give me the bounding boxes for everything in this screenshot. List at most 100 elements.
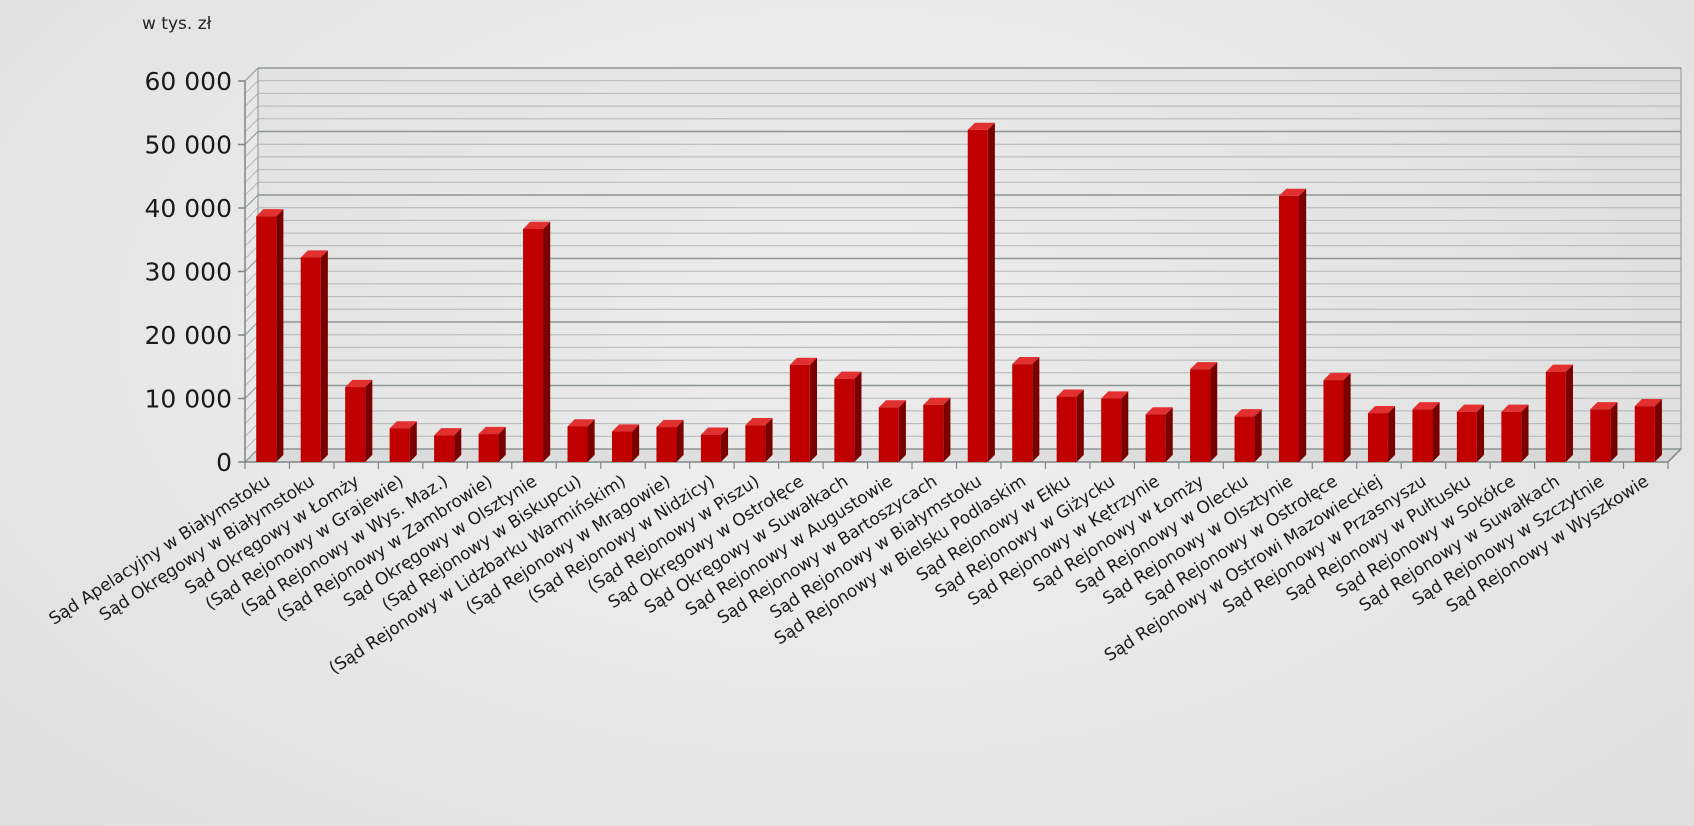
bar xyxy=(389,421,417,462)
bar xyxy=(256,209,284,462)
bar-front xyxy=(1545,371,1566,462)
bar-front xyxy=(1634,406,1655,462)
bar-front xyxy=(1056,396,1077,462)
side-gridline xyxy=(244,194,259,209)
bar-side xyxy=(987,122,995,463)
bar-front xyxy=(1501,411,1522,462)
y-tick-label: 0 xyxy=(216,448,232,477)
bar-side xyxy=(276,209,284,462)
bar-side xyxy=(1299,188,1307,462)
bar-side xyxy=(1610,402,1618,462)
bar-front xyxy=(1590,409,1611,462)
bar-side xyxy=(365,379,373,462)
side-gridline xyxy=(244,296,259,310)
bar-side xyxy=(1165,407,1173,462)
bar xyxy=(523,221,551,462)
bar-side xyxy=(1654,398,1662,462)
bar-front xyxy=(611,431,632,462)
y-tick-label: 50 000 xyxy=(145,131,232,160)
bar xyxy=(300,250,328,462)
bar-front xyxy=(478,434,499,462)
bar xyxy=(656,419,684,462)
bar xyxy=(1456,404,1485,462)
x-axis-depth-edge xyxy=(1667,448,1682,463)
bar xyxy=(834,371,862,462)
bar xyxy=(967,122,995,463)
bar xyxy=(478,426,506,462)
bar-top xyxy=(611,424,640,432)
bar-top xyxy=(878,400,906,408)
bar-top xyxy=(1501,404,1529,412)
bar-side xyxy=(1476,404,1485,462)
bar-front xyxy=(1234,416,1255,462)
bar xyxy=(1279,188,1307,462)
y-tick-label: 30 000 xyxy=(145,258,232,287)
bar xyxy=(1412,402,1440,462)
bar-top xyxy=(1101,391,1129,399)
bar xyxy=(1501,404,1529,462)
bar xyxy=(1012,357,1040,462)
side-gridline xyxy=(244,435,259,450)
bar-top xyxy=(700,427,729,435)
bar-front xyxy=(1367,413,1388,462)
bar xyxy=(923,397,951,462)
bar-front xyxy=(1012,364,1033,462)
side-gridline xyxy=(244,169,259,183)
bar-top xyxy=(478,426,506,435)
plot-area xyxy=(243,67,1683,463)
bar xyxy=(1590,402,1618,462)
bar-top xyxy=(1545,364,1573,372)
bar-side xyxy=(1254,409,1262,462)
bar-front xyxy=(1145,414,1166,462)
bar-top xyxy=(434,428,462,436)
bar xyxy=(878,400,906,462)
bar-top xyxy=(1190,362,1218,370)
bar-front xyxy=(523,228,544,462)
bar xyxy=(567,419,595,462)
bar-top xyxy=(345,379,373,388)
bar-top xyxy=(1412,402,1440,410)
bar-front xyxy=(656,427,677,462)
bar-side xyxy=(320,250,328,462)
bar-top xyxy=(789,357,818,365)
side-gridline xyxy=(244,283,259,298)
bar-side xyxy=(543,221,551,462)
side-gridline xyxy=(244,156,259,171)
bar-front xyxy=(878,407,899,462)
bar-top xyxy=(567,419,595,427)
bar-top xyxy=(923,397,951,405)
side-gridline xyxy=(244,347,259,361)
side-gridline xyxy=(244,448,259,463)
bar xyxy=(789,357,818,462)
bar xyxy=(1056,389,1084,462)
bar-front xyxy=(967,129,988,462)
side-gridline xyxy=(244,245,259,260)
bar-front xyxy=(434,435,455,462)
bar-front xyxy=(300,257,321,462)
bar xyxy=(1234,409,1262,462)
side-gridline xyxy=(244,334,259,349)
side-gridline xyxy=(244,397,259,412)
bar-side xyxy=(854,371,862,462)
bar-top xyxy=(1012,357,1040,365)
bar-top xyxy=(1367,405,1396,414)
unit-label: w tys. zł xyxy=(142,14,212,34)
bar-side xyxy=(409,421,417,462)
bar-top xyxy=(300,250,328,258)
bar-front xyxy=(1323,380,1344,462)
y-axis: 0 10 000 20 000 30 000 40 000 50 000 60 000 xyxy=(145,67,1682,477)
side-gridline xyxy=(244,220,259,234)
bar-front xyxy=(745,425,766,462)
bar-front xyxy=(389,428,410,462)
bar-series xyxy=(256,122,1662,463)
side-gridline xyxy=(244,232,259,247)
bar xyxy=(1545,364,1573,462)
bar-top xyxy=(256,209,284,217)
bar-side xyxy=(1387,405,1396,462)
side-gridline xyxy=(244,143,259,158)
bar-top xyxy=(389,421,417,429)
bar-top xyxy=(656,419,684,428)
bar xyxy=(1634,398,1662,462)
side-gridline xyxy=(244,410,259,425)
